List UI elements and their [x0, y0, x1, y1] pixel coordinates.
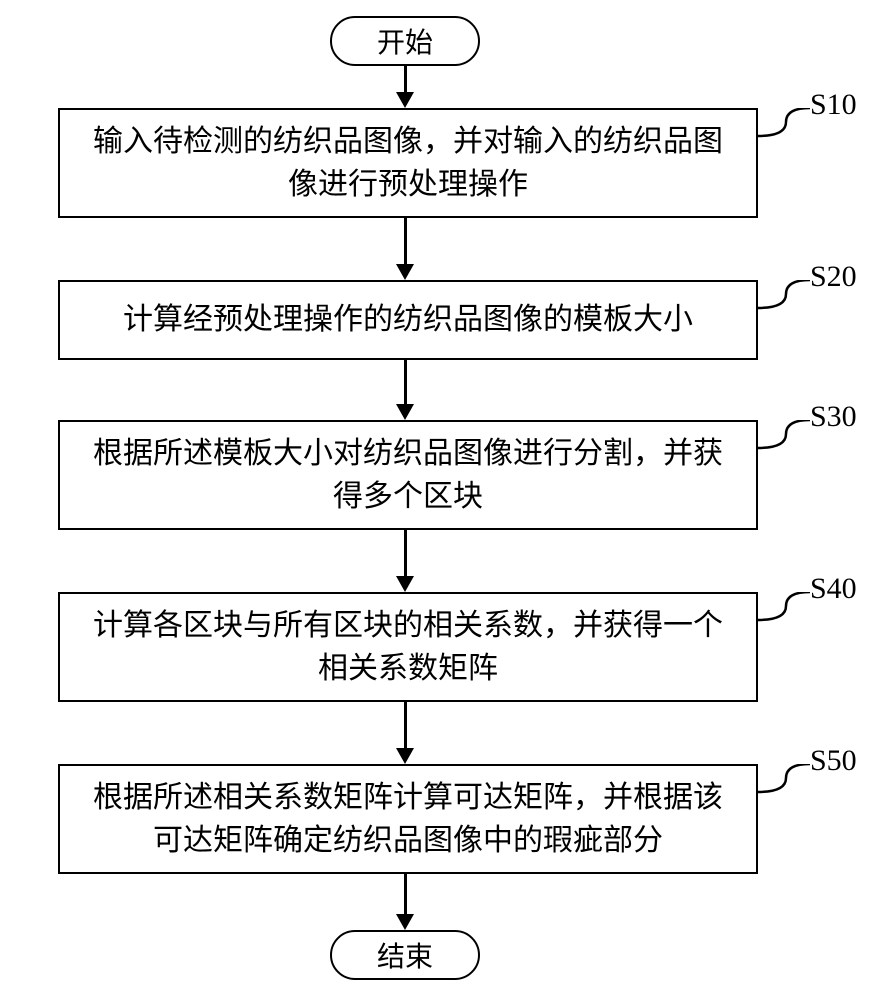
process-s30: 根据所述模板大小对纺织品图像进行分割，并获 得多个区块 [58, 420, 758, 530]
connector-s30 [758, 420, 818, 460]
connector-s10 [758, 108, 818, 148]
arrowhead-s10-s20 [396, 264, 414, 280]
arrowhead-s20-s30 [396, 404, 414, 420]
edge-s40-s50 [404, 702, 407, 750]
start-node: 开始 [330, 16, 480, 66]
process-s40-text: 计算各区块与所有区块的相关系数，并获得一个 相关系数矩阵 [93, 604, 723, 691]
process-s50-text: 根据所述相关系数矩阵计算可达矩阵，并根据该 可达矩阵确定纺织品图像中的瑕疵部分 [93, 776, 723, 863]
connector-s40 [758, 592, 818, 632]
process-s20: 计算经预处理操作的纺织品图像的模板大小 [58, 280, 758, 360]
arrowhead-s30-s40 [396, 576, 414, 592]
end-label: 结束 [377, 935, 433, 975]
edge-s50-end [404, 874, 407, 916]
arrowhead-s50-end [396, 914, 414, 930]
arrowhead-s40-s50 [396, 748, 414, 764]
arrowhead-start-s10 [396, 92, 414, 108]
process-s40: 计算各区块与所有区块的相关系数，并获得一个 相关系数矩阵 [58, 592, 758, 702]
edge-start-s10 [404, 66, 407, 94]
process-s30-text: 根据所述模板大小对纺织品图像进行分割，并获 得多个区块 [93, 432, 723, 519]
flowchart-container: 开始 结束 输入待检测的纺织品图像，并对输入的纺织品图 像进行预处理操作 计算经… [0, 0, 878, 1000]
end-node: 结束 [330, 930, 480, 980]
edge-s20-s30 [404, 360, 407, 406]
connector-s20 [758, 280, 818, 320]
process-s10-text: 输入待检测的纺织品图像，并对输入的纺织品图 像进行预处理操作 [93, 120, 723, 207]
process-s10: 输入待检测的纺织品图像，并对输入的纺织品图 像进行预处理操作 [58, 108, 758, 218]
start-label: 开始 [377, 21, 433, 61]
process-s50: 根据所述相关系数矩阵计算可达矩阵，并根据该 可达矩阵确定纺织品图像中的瑕疵部分 [58, 764, 758, 874]
connector-s50 [758, 764, 818, 804]
edge-s10-s20 [404, 218, 407, 266]
edge-s30-s40 [404, 530, 407, 578]
process-s20-text: 计算经预处理操作的纺织品图像的模板大小 [123, 298, 693, 342]
